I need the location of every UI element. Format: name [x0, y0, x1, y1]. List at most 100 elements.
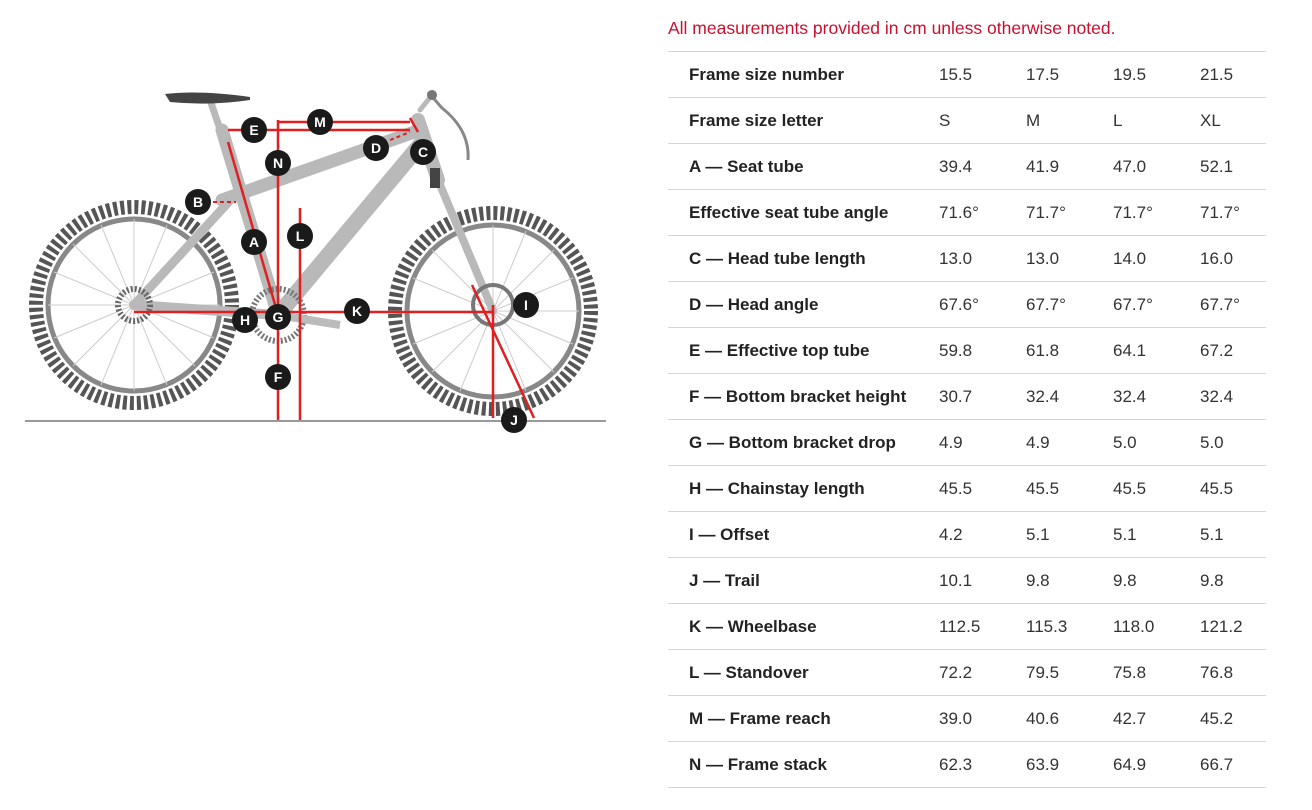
row-value: 121.2	[1200, 603, 1266, 650]
badge-E-text: E	[249, 122, 258, 138]
bike-illustration: A B C D E F G H I J K L M N	[25, 90, 606, 433]
row-value: 32.4	[1026, 373, 1113, 420]
badge-A-text: A	[249, 234, 259, 250]
row-value: 19.5	[1113, 51, 1200, 98]
row-value: M	[1026, 97, 1113, 144]
table-row: M — Frame reach 39.0 40.6 42.7 45.2	[668, 695, 1266, 742]
row-value: 45.5	[1113, 465, 1200, 512]
row-value: XL	[1200, 97, 1266, 144]
row-label: C — Head tube length	[668, 235, 939, 282]
row-value: 16.0	[1200, 235, 1266, 282]
row-label: J — Trail	[668, 557, 939, 604]
table-row: Frame size letter S M L XL	[668, 97, 1266, 144]
row-value: 9.8	[1200, 557, 1266, 604]
row-label: A — Seat tube	[668, 143, 939, 190]
row-value: 4.9	[1026, 419, 1113, 466]
row-value: 10.1	[939, 557, 1026, 604]
label-badges: A B C D E F G H I J K L M N	[185, 109, 539, 433]
row-value: 4.9	[939, 419, 1026, 466]
badge-D	[363, 135, 389, 161]
table-row: Effective seat tube angle 71.6° 71.7° 71.7°…	[668, 189, 1266, 236]
badge-D-text: D	[371, 140, 381, 156]
badge-J-text: J	[510, 412, 518, 428]
geometry-panel: All measurements provided in cm unless o…	[668, 0, 1266, 788]
row-value: 62.3	[939, 741, 1026, 788]
row-value: 41.9	[1026, 143, 1113, 190]
row-value: 5.0	[1200, 419, 1266, 466]
row-value: 71.7°	[1200, 189, 1266, 236]
row-value: 67.2	[1200, 327, 1266, 374]
row-value: 71.7°	[1113, 189, 1200, 236]
row-label: K — Wheelbase	[668, 603, 939, 650]
row-value: 4.2	[939, 511, 1026, 558]
row-label: H — Chainstay length	[668, 465, 939, 512]
row-label: E — Effective top tube	[668, 327, 939, 374]
badge-C-text: C	[418, 144, 428, 160]
badge-A	[241, 229, 267, 255]
badge-K-text: K	[352, 303, 362, 319]
row-value: 13.0	[1026, 235, 1113, 282]
row-value: 21.5	[1200, 51, 1266, 98]
row-value: 40.6	[1026, 695, 1113, 742]
badge-N	[265, 150, 291, 176]
table-row: J — Trail 10.1 9.8 9.8 9.8	[668, 557, 1266, 604]
row-value: 47.0	[1113, 143, 1200, 190]
row-value: 17.5	[1026, 51, 1113, 98]
row-value: 115.3	[1026, 603, 1113, 650]
row-value: 5.0	[1113, 419, 1200, 466]
row-value: 75.8	[1113, 649, 1200, 696]
row-value: 5.1	[1200, 511, 1266, 558]
badge-E	[241, 117, 267, 143]
row-value: 118.0	[1113, 603, 1200, 650]
row-value: 67.7°	[1113, 281, 1200, 328]
badge-F-text: F	[274, 369, 283, 385]
badge-K	[344, 298, 370, 324]
row-label: F — Bottom bracket height	[668, 373, 939, 420]
row-value: 13.0	[939, 235, 1026, 282]
badge-M-text: M	[314, 114, 326, 130]
badge-L-text: L	[296, 228, 305, 244]
badge-G-text: G	[273, 309, 284, 325]
badge-J	[501, 407, 527, 433]
table-row: L — Standover 72.2 79.5 75.8 76.8	[668, 649, 1266, 696]
row-label: M — Frame reach	[668, 695, 939, 742]
row-label: I — Offset	[668, 511, 939, 558]
table-row: D — Head angle 67.6° 67.7° 67.7° 67.7°	[668, 281, 1266, 328]
row-value: 9.8	[1113, 557, 1200, 604]
row-label: G — Bottom bracket drop	[668, 419, 939, 466]
row-value: 45.5	[1026, 465, 1113, 512]
measurement-note: All measurements provided in cm unless o…	[668, 18, 1116, 38]
row-value: 45.5	[1200, 465, 1266, 512]
row-value: 63.9	[1026, 741, 1113, 788]
row-value: 67.7°	[1026, 281, 1113, 328]
row-value: 112.5	[939, 603, 1026, 650]
badge-B	[185, 189, 211, 215]
row-value: L	[1113, 97, 1200, 144]
row-value: 61.8	[1026, 327, 1113, 374]
row-value: 5.1	[1026, 511, 1113, 558]
badge-I	[513, 292, 539, 318]
table-row: G — Bottom bracket drop 4.9 4.9 5.0 5.0	[668, 419, 1266, 466]
badge-L	[287, 223, 313, 249]
badge-I-text: I	[524, 297, 528, 313]
row-value: 71.6°	[939, 189, 1026, 236]
row-value: 39.0	[939, 695, 1026, 742]
row-value: S	[939, 97, 1026, 144]
table-row: C — Head tube length 13.0 13.0 14.0 16.0	[668, 235, 1266, 282]
row-label: Frame size number	[668, 51, 939, 98]
row-value: 39.4	[939, 143, 1026, 190]
geometry-table-body: Frame size number 15.5 17.5 19.5 21.5 Frame s…	[668, 51, 1266, 788]
row-value: 59.8	[939, 327, 1026, 374]
row-value: 79.5	[1026, 649, 1113, 696]
badge-N-text: N	[273, 155, 283, 171]
row-value: 64.9	[1113, 741, 1200, 788]
row-label: Frame size letter	[668, 97, 939, 144]
row-value: 14.0	[1113, 235, 1200, 282]
row-value: 9.8	[1026, 557, 1113, 604]
table-row: K — Wheelbase 112.5 115.3 118.0 121.2	[668, 603, 1266, 650]
row-value: 45.5	[939, 465, 1026, 512]
row-value: 72.2	[939, 649, 1026, 696]
table-row: N — Frame stack 62.3 63.9 64.9 66.7	[668, 741, 1266, 788]
row-value: 64.1	[1113, 327, 1200, 374]
row-label: Effective seat tube angle	[668, 189, 939, 236]
